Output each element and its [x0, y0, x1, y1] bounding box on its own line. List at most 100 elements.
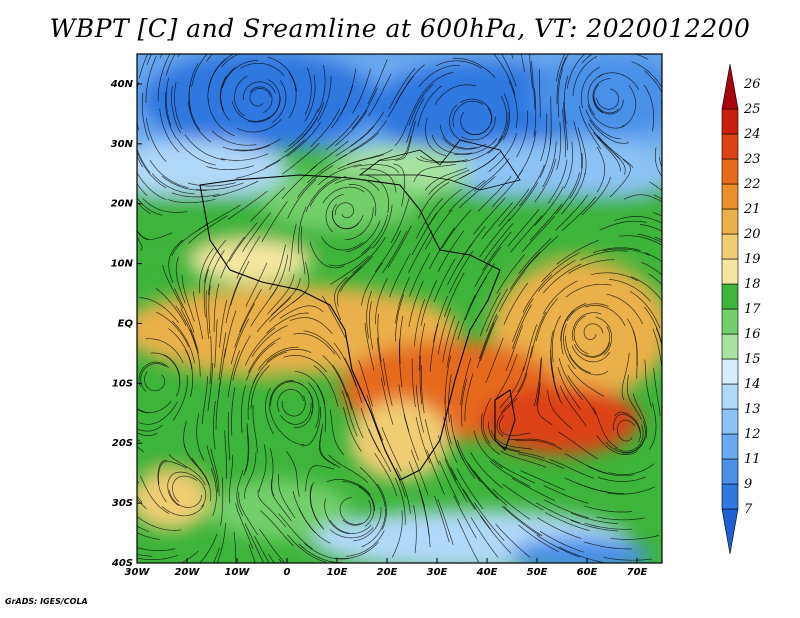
streamline: [569, 152, 583, 199]
streamline: [424, 209, 453, 250]
streamline: [543, 499, 589, 519]
streamline: [212, 180, 259, 198]
streamline: [593, 96, 624, 115]
streamline: [602, 248, 651, 256]
streamline: [234, 75, 248, 117]
streamline: [309, 241, 345, 269]
streamline: [137, 148, 151, 174]
streamline: [521, 54, 526, 73]
streamline: [608, 463, 655, 475]
streamline: [601, 54, 649, 60]
streamline: [326, 479, 371, 496]
streamline: [187, 182, 236, 187]
streamline: [213, 283, 220, 332]
streamline: [437, 230, 465, 272]
streamline: [176, 138, 216, 166]
streamline: [303, 330, 341, 360]
streamline: [269, 380, 295, 415]
streamline: [210, 448, 220, 497]
streamline: [220, 477, 224, 526]
streamline: [508, 80, 518, 128]
streamline: [556, 54, 558, 55]
streamline: [479, 218, 510, 258]
streamline: [137, 408, 149, 414]
streamline: [613, 413, 641, 433]
streamline: [493, 54, 516, 96]
streamline: [137, 150, 167, 189]
streamline: [159, 108, 180, 153]
streamline: [515, 439, 563, 450]
streamline: [593, 132, 621, 172]
streamline: [337, 154, 384, 170]
streamline: [473, 158, 510, 192]
colorbar-segment: [721, 283, 739, 310]
streamline: [341, 390, 358, 437]
streamline: [171, 224, 208, 257]
streamline: [388, 68, 416, 110]
streamline: [168, 489, 202, 508]
streamline: [380, 377, 394, 425]
streamline: [338, 132, 380, 160]
streamline: [457, 518, 479, 563]
y-tick-label: 10S: [112, 378, 133, 389]
streamline: [317, 164, 362, 186]
streamline: [242, 81, 276, 101]
streamline: [542, 263, 582, 294]
streamline: [137, 432, 158, 436]
streamline: [444, 355, 451, 404]
streamline: [137, 479, 139, 484]
streamline: [448, 179, 486, 213]
streamline: [335, 541, 379, 559]
streamline: [485, 288, 508, 333]
streamline: [163, 354, 181, 397]
streamline: [639, 224, 662, 232]
streamline: [277, 473, 296, 519]
streamline: [461, 116, 496, 141]
streamline: [619, 235, 662, 246]
streamline: [231, 387, 236, 436]
streamline: [605, 438, 645, 453]
streamline: [376, 337, 386, 386]
streamline: [208, 285, 211, 334]
colorbar-label: 12: [744, 427, 761, 442]
streamline: [236, 236, 261, 279]
streamline: [561, 196, 597, 232]
streamline: [654, 147, 662, 178]
streamline: [596, 146, 606, 193]
streamline: [189, 329, 201, 377]
streamline: [533, 358, 542, 407]
streamline: [425, 117, 447, 156]
streamline: [489, 460, 531, 488]
streamline: [231, 101, 270, 122]
streamline: [196, 413, 205, 461]
streamline: [243, 427, 249, 476]
streamline: [394, 477, 406, 525]
streamline: [643, 84, 655, 132]
streamline: [597, 476, 646, 482]
streamline: [257, 346, 299, 371]
streamline: [248, 337, 281, 373]
streamline: [536, 356, 543, 406]
streamline: [334, 277, 348, 321]
streamline: [329, 527, 374, 539]
streamline: [174, 81, 183, 130]
streamline: [188, 215, 228, 244]
streamline: [321, 236, 364, 251]
streamline: [342, 480, 375, 512]
streamline: [534, 186, 564, 226]
streamline: [573, 120, 583, 169]
streamline: [570, 512, 619, 524]
streamline: [158, 460, 188, 485]
streamline: [157, 459, 168, 503]
streamline: [270, 413, 305, 445]
streamline: [297, 165, 334, 198]
streamline: [421, 499, 431, 548]
streamline: [637, 233, 662, 244]
streamline: [580, 250, 628, 261]
streamline: [463, 136, 503, 163]
streamline: [167, 471, 184, 506]
streamline: [157, 54, 170, 102]
streamline: [568, 354, 609, 376]
colorbar-label: 16: [744, 327, 761, 342]
streamline: [137, 532, 160, 540]
